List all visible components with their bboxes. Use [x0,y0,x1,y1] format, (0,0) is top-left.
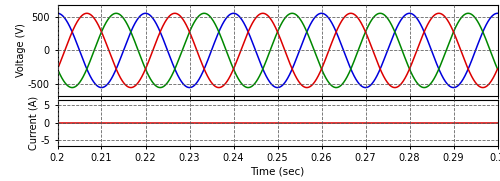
Y-axis label: Voltage (V): Voltage (V) [16,24,26,77]
X-axis label: Time (sec): Time (sec) [250,166,304,176]
Y-axis label: Current (A): Current (A) [28,96,38,150]
